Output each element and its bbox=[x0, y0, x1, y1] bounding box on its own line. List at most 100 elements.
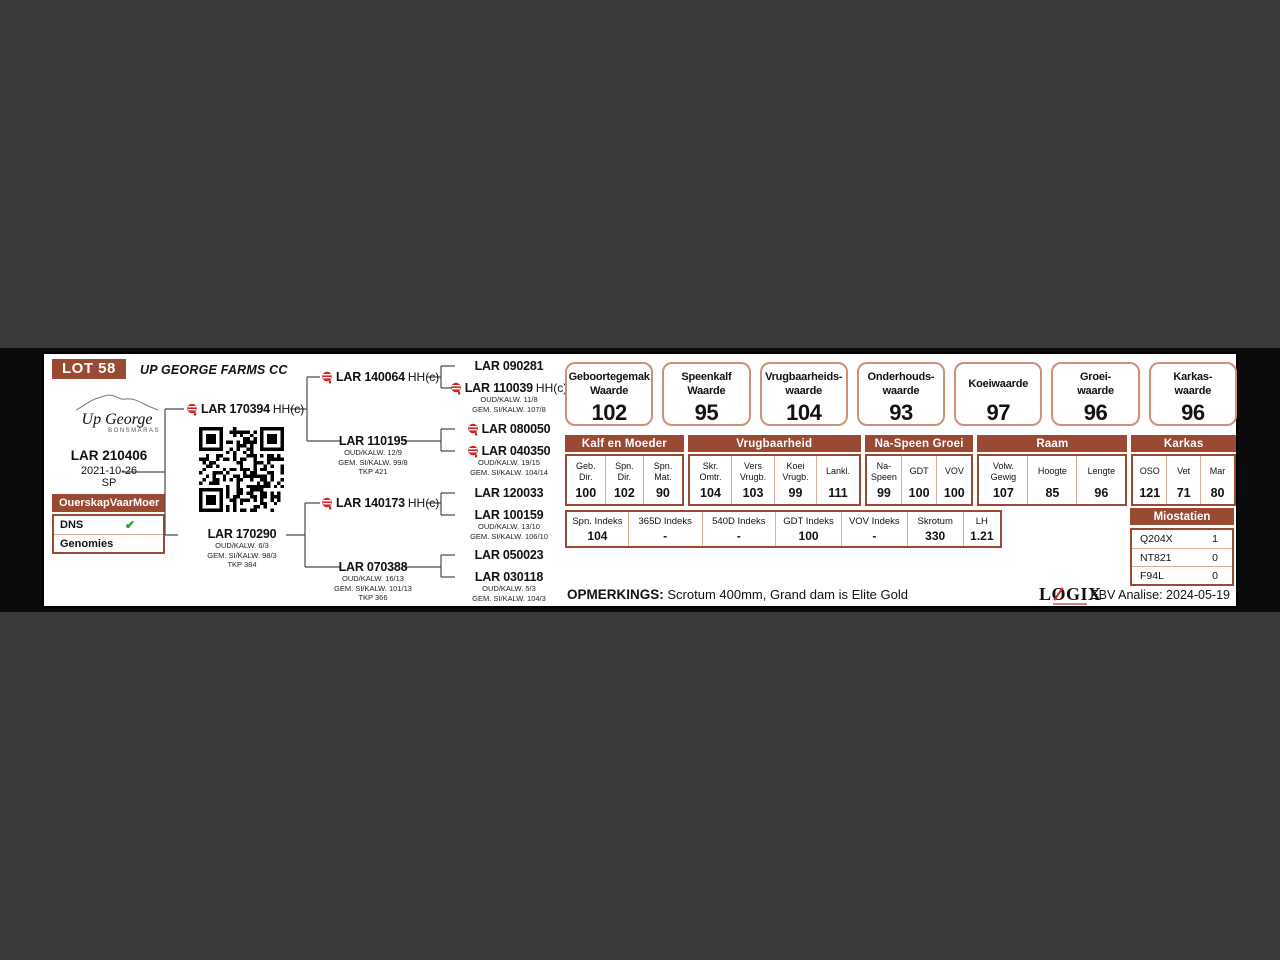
gene-value: 0 bbox=[1212, 551, 1218, 564]
gene-value: 0 bbox=[1212, 569, 1218, 582]
value-box-label: Speenkalf bbox=[681, 371, 732, 383]
ddd-detail: GEM. SI/KALW. 104/3 bbox=[472, 593, 546, 603]
ebv-value: 103 bbox=[742, 486, 764, 500]
lot-card: LOT 58 UP GEORGE FARMS CC Up George BONS… bbox=[42, 352, 1238, 608]
dss-id: LAR 120033 bbox=[474, 486, 544, 500]
index-value: - bbox=[872, 529, 877, 543]
gene-label: Q204X bbox=[1140, 533, 1173, 545]
ebv-value: 121 bbox=[1139, 486, 1161, 500]
value-box-label: Groei- bbox=[1079, 371, 1112, 383]
gene-value: 1 bbox=[1212, 533, 1218, 545]
ebv-label: Vers bbox=[743, 460, 762, 471]
miostatien-row: Q204X 1 bbox=[1132, 530, 1232, 548]
ebv-cell: Volw. Gewig 107 bbox=[979, 456, 1027, 504]
vaar-label: Vaar bbox=[109, 497, 133, 509]
value-box-label: Karkas- bbox=[1173, 371, 1213, 383]
ss-id: LAR 140064 bbox=[336, 370, 405, 384]
ebv-group-header: Na-Speen Groei bbox=[864, 435, 974, 452]
dsd-detail: GEM. SI/KALW. 106/10 bbox=[470, 531, 548, 541]
value-box-value: 93 bbox=[889, 400, 913, 425]
ebv-value: 96 bbox=[1094, 486, 1109, 500]
sds-id: LAR 080050 bbox=[481, 422, 551, 436]
ebv-group-header: Vrugbaarheid bbox=[687, 435, 861, 452]
sire-suffix: HH(c) bbox=[272, 402, 305, 416]
value-box-value: 95 bbox=[694, 400, 719, 425]
dsd-id: LAR 100159 bbox=[474, 508, 544, 522]
ouerskap-label: Ouerskap bbox=[59, 497, 110, 509]
index-row: Spn. Indeks 104 365D Indeks - 540D Indeks -… bbox=[565, 510, 1002, 548]
index-cell: Spn. Indeks 104 bbox=[567, 512, 628, 546]
breeding-value-boxes: Geboortegemak Waarde 102 Speenkalf Waarde … bbox=[565, 362, 1237, 426]
ebv-cell: Spn. Mat. 90 bbox=[643, 456, 682, 504]
index-label: LH bbox=[975, 516, 988, 527]
ebv-value: 85 bbox=[1045, 486, 1060, 500]
miostatien-row: NT821 0 bbox=[1132, 548, 1232, 566]
breed-brand-icon bbox=[467, 445, 479, 458]
pedigree-dss: LAR 120033 bbox=[439, 486, 579, 500]
ebv-value: 111 bbox=[828, 486, 848, 500]
genomies-label: Genomies bbox=[60, 537, 114, 550]
ebv-cell: Na- Speen 99 bbox=[867, 456, 901, 504]
ebv-label: Geb. bbox=[576, 460, 596, 471]
logo-script-text: Up George bbox=[81, 411, 153, 428]
pedigree-dsd: LAR 100159 OUD/KALW. 13/10 GEM. SI/KALW.… bbox=[439, 508, 579, 541]
gene-label: F94L bbox=[1140, 569, 1164, 582]
ebv-cell: Hoogte 85 bbox=[1027, 456, 1076, 504]
ebv-group-raam: Raam Volw. Gewig 107 Hoogte 85 Lengte 96 bbox=[977, 435, 1128, 506]
index-value: - bbox=[663, 529, 668, 543]
animal-identity: LAR 210406 2021-10-26 SP bbox=[52, 448, 166, 489]
ebv-label: Dir. bbox=[617, 471, 632, 482]
dd-detail: TKP 366 bbox=[358, 593, 388, 602]
index-cell: GDT Indeks 100 bbox=[775, 512, 841, 546]
ds-suffix: HH(c) bbox=[407, 496, 440, 510]
value-box-label: waarde bbox=[785, 385, 823, 397]
pedigree-sire: LAR 170394 HH(c) bbox=[187, 402, 304, 416]
animal-code: SP bbox=[101, 477, 117, 489]
index-value: 100 bbox=[798, 529, 819, 543]
ebv-label: Gewig bbox=[990, 471, 1017, 482]
parent-verification-table: Ouerskap Vaar Moer DNS ✔ Genomies bbox=[52, 494, 165, 554]
parent-verification-body: DNS ✔ Genomies bbox=[52, 514, 165, 554]
dam-detail: TKP 384 bbox=[227, 560, 257, 569]
value-box-label: Koeiwaarde bbox=[968, 378, 1029, 390]
pedigree-sds: LAR 080050 bbox=[439, 422, 579, 436]
sd-id: LAR 110195 bbox=[338, 434, 408, 448]
value-box-label: waarde bbox=[1174, 385, 1212, 397]
dd-detail: OUD/KALW. 16/13 bbox=[342, 574, 404, 583]
pedigree-dds: LAR 050023 bbox=[439, 548, 579, 562]
ebv-cell: Spn. Dir. 102 bbox=[604, 456, 644, 504]
ebv-cell: OSO 121 bbox=[1133, 456, 1166, 504]
dsd-detail: OUD/KALW. 13/10 bbox=[478, 522, 540, 531]
ebv-cell: Mar 80 bbox=[1200, 456, 1234, 504]
value-box-label: Vrugbaarheids- bbox=[765, 371, 843, 383]
ebv-label: Skr. bbox=[702, 460, 719, 471]
breed-brand-icon bbox=[467, 423, 479, 436]
ebv-label: Omtr. bbox=[699, 471, 722, 482]
dns-row: DNS ✔ bbox=[54, 516, 163, 534]
pedigree-ddd: LAR 030118 OUD/KALW. 5/3 GEM. SI/KALW. 1… bbox=[439, 570, 579, 603]
ebv-label: Dir. bbox=[579, 471, 593, 482]
ebv-group-vrugbaarheid: Vrugbaarheid Skr. Omtr. 104 Vers Vrugb. 103 … bbox=[687, 435, 861, 506]
ebv-cell: Geb. Dir. 100 bbox=[567, 456, 605, 504]
ebv-group-kalf-en-moeder: Kalf en Moeder Geb. Dir. 100 Spn. Dir. 102 S… bbox=[565, 435, 684, 506]
pedigree-sd: LAR 110195 OUD/KALW. 12/9 GEM. SI/KALW. … bbox=[308, 434, 438, 477]
ebv-label: OSO bbox=[1139, 466, 1160, 476]
index-cell: 540D Indeks - bbox=[701, 512, 776, 546]
logix-letter: L bbox=[1039, 584, 1052, 604]
value-box-geboortegemak: Geboortegemak Waarde 102 bbox=[565, 362, 654, 426]
value-box-groei: Groei-waarde 96 bbox=[1051, 362, 1140, 426]
ebv-value: 99 bbox=[788, 486, 803, 500]
ebv-analysis-date: EBV Analise: 2024-05-19 bbox=[1090, 588, 1230, 602]
value-box-value: 96 bbox=[1181, 400, 1205, 425]
ebv-group-header: Raam bbox=[977, 435, 1128, 452]
breed-brand-icon bbox=[322, 497, 333, 510]
ebv-value: 107 bbox=[992, 486, 1014, 500]
genomies-row: Genomies bbox=[54, 534, 163, 552]
index-cell: Skrotum 330 bbox=[906, 512, 963, 546]
sd-detail: TKP 421 bbox=[358, 467, 388, 476]
ebv-cell: Skr. Omtr. 104 bbox=[690, 456, 732, 504]
pedigree-ds: LAR 140173 HH(c) bbox=[322, 496, 439, 510]
ebv-label: VOV bbox=[944, 466, 964, 476]
miostatien-header: Miostatien bbox=[1130, 508, 1234, 525]
